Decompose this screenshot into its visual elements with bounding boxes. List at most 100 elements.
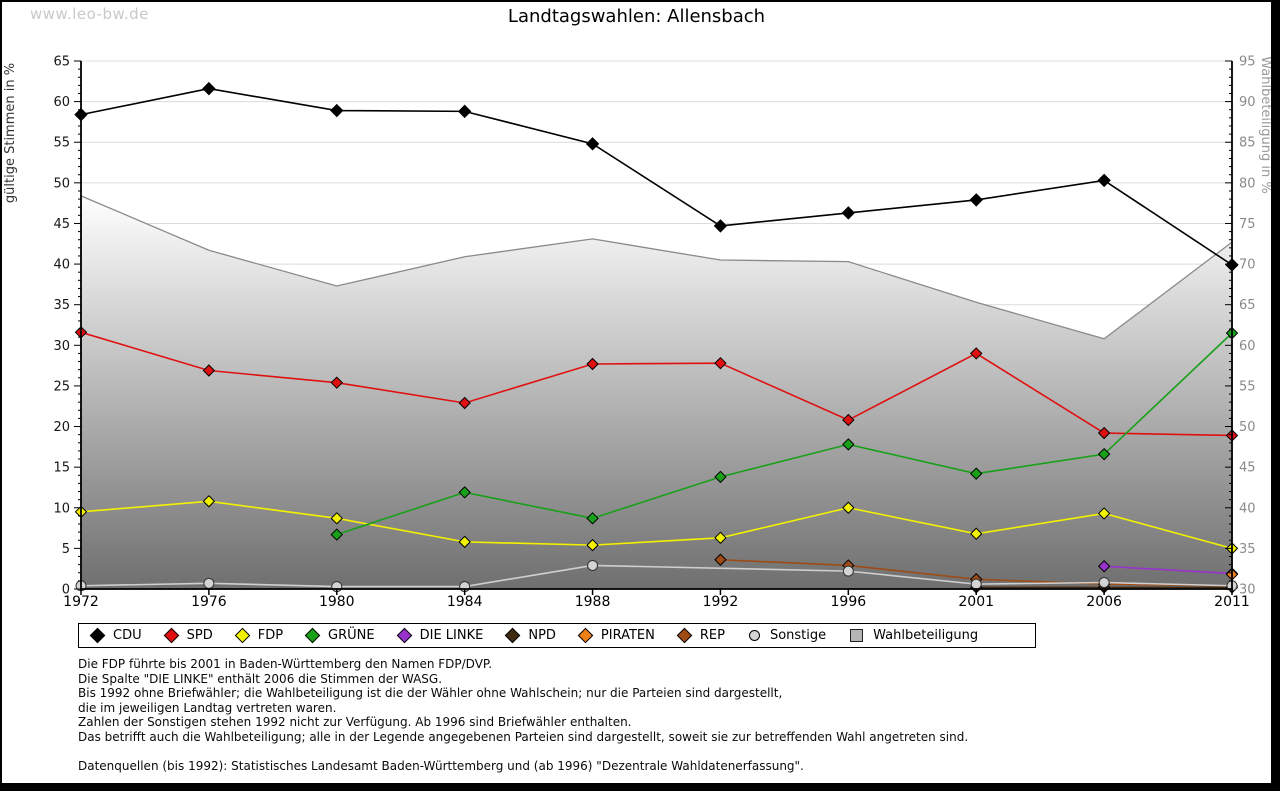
data-point-cdu [202,81,216,96]
data-point-grüne [842,438,855,451]
left-tick-label: 25 [53,379,70,394]
series-line-grüne [336,332,1233,536]
footnote-line: Datenquellen (bis 1992): Statistisches L… [78,759,804,774]
data-point-cdu [969,193,983,207]
legend-label: Sonstige [769,628,827,643]
diamond-marker-icon [676,627,693,644]
legend-label: Wahlbeteiligung [873,628,979,643]
data-point-spd [586,357,599,371]
left-tick-label: 50 [53,176,70,191]
series-line-fdp [80,500,1233,550]
x-tick-label: 1976 [191,594,227,610]
left-tick-label: 20 [53,420,70,435]
data-point-grüne [330,528,343,541]
chart-plot: 0 30 5 35 10 40 15 45 20 50 25 55 30 60 35 65 40 70 45 75 50… [53,55,1255,611]
legend-label: PIRATEN [600,628,655,643]
data-point-cdu [841,206,856,220]
chart-footnotes: Die FDP führte bis 2001 in Baden-Württem… [78,657,968,774]
right-tick-label: 45 [1239,461,1256,476]
data-point-sonstige [970,578,982,590]
data-point-fdp [330,512,343,525]
left-tick-label: 5 [62,542,70,557]
diamond-marker-icon [304,627,321,644]
left-tick-label: 10 [53,501,70,516]
data-point-spd [842,413,855,427]
legend-label: GRÜNE [328,628,375,643]
legend-item-spd: SPD [163,627,213,644]
left-tick-label: 65 [53,55,70,70]
footnote-line: Die Spalte "DIE LINKE" enthält 2006 die … [78,671,443,686]
legend-label: SPD [186,628,213,643]
legend-label: NPD [528,628,556,643]
footnote-line: Bis 1992 ohne Briefwähler; die Wahlbetei… [78,686,783,701]
series-line-cdu [80,87,1233,266]
legend-label: REP [699,628,725,643]
legend-item-piraten: PIRATEN [577,627,655,644]
diamond-marker-icon [89,627,106,644]
series-line-spd [80,331,1233,437]
page-title: Landtagswahlen: Allensbach [507,6,766,27]
right-tick-label: 80 [1239,176,1256,191]
right-tick-label: 65 [1239,298,1256,313]
left-tick-label: 40 [53,258,70,273]
legend-item-fdp: FDP [234,627,284,644]
data-point-cdu [1097,173,1111,188]
right-tick-label: 95 [1239,55,1256,70]
data-point-sonstige [587,559,599,571]
data-point-spd [714,356,727,370]
left-tick-label: 0 [62,583,70,598]
data-point-spd [458,396,471,410]
x-tick-label: 1972 [63,594,99,610]
right-tick-label: 85 [1239,136,1256,151]
legend-item-cdu: CDU [89,627,142,644]
data-point-cdu [585,137,600,151]
right-tick-label: 35 [1239,542,1256,557]
diamond-marker-icon [234,627,250,644]
data-point-fdp [458,535,471,549]
square-marker-icon [850,629,864,642]
series-area-wahlbeteiligung [80,194,1233,590]
chart-canvas: 0 30 5 35 10 40 15 45 20 50 25 55 30 60 35 65 40 70 45 75 50… [3,55,1271,611]
diamond-marker-icon [505,627,521,644]
data-point-grüne [970,467,983,480]
x-tick-label: 1996 [831,594,867,610]
left-tick-label: 55 [53,136,70,151]
diamond-marker-icon [396,627,412,644]
data-point-sonstige [1098,577,1110,589]
legend-item-wahlbeteiligung: Wahlbeteiligung [850,628,978,643]
right-tick-label: 60 [1239,339,1256,354]
data-point-fdp [970,527,983,540]
footnote-line: die im jeweiligen Landtag vertreten ware… [78,700,337,715]
legend-item-sonstige: Sonstige [748,628,827,643]
data-point-fdp [714,531,727,545]
left-tick-label: 30 [53,339,70,354]
right-tick-label: 40 [1239,501,1256,516]
data-point-cdu [330,103,344,118]
data-point-spd [1097,426,1111,440]
data-point-fdp [202,495,216,508]
diamond-marker-icon [577,627,594,644]
data-point-spd [202,364,216,377]
right-axis-label: Wahlbeteiligung in % [1258,56,1271,193]
chart-legend: CDU SPD FDP GRÜNE DIE LINKE NPD PIRATEN REP Sons… [78,623,1036,648]
legend-label: CDU [113,628,142,643]
data-point-grüne [586,512,599,525]
legend-item-npd: NPD [505,627,556,644]
left-tick-label: 15 [53,461,70,476]
data-point-spd [330,376,343,389]
circle-marker-icon [748,630,760,641]
x-tick-label: 1988 [575,594,611,610]
legend-item-rep: REP [676,627,725,644]
data-point-spd [970,347,983,360]
left-axis-label: gültige Stimmen in % [3,63,18,203]
right-tick-label: 70 [1239,258,1256,273]
data-point-cdu [457,104,472,119]
right-tick-label: 55 [1239,379,1256,394]
data-point-grüne [1097,447,1111,461]
data-point-grüne [714,470,727,484]
legend-label: FDP [257,628,284,643]
chart-page: www.leo-bw.de Landtagswahlen: Allensbach… [2,2,1271,783]
left-tick-label: 60 [53,95,70,110]
data-point-die-linke [1097,560,1111,573]
footnote-line: Zahlen der Sonstigen stehen 1992 nicht z… [78,715,632,730]
